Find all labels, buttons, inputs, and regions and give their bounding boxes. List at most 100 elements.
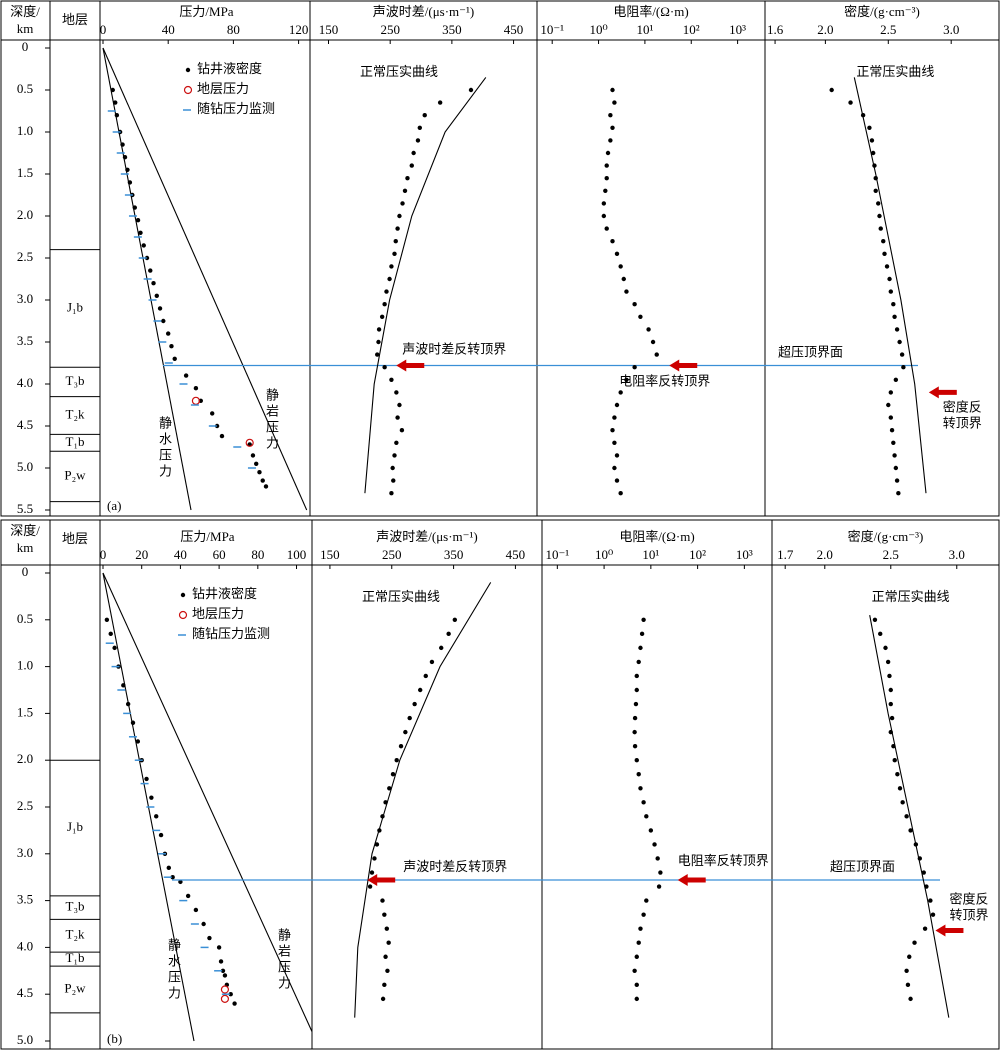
track-title: 电阻率/(Ω·m) — [613, 4, 688, 19]
mud-density-point — [112, 645, 117, 651]
log-point — [375, 352, 380, 357]
log-point — [397, 213, 402, 219]
log-point — [392, 453, 397, 458]
mud-density-point — [127, 180, 133, 185]
log-point — [641, 617, 646, 622]
log-point — [656, 884, 662, 889]
log-point — [383, 954, 388, 959]
mud-density-point — [135, 739, 141, 744]
log-point — [400, 201, 405, 206]
log-point — [639, 631, 645, 637]
x-tick-label: 3.0 — [949, 547, 965, 562]
mud-density-point — [183, 373, 189, 378]
reversal-label: 密度反 — [943, 399, 982, 414]
log-point — [652, 842, 657, 847]
legend-label: 钻井液密度 — [192, 586, 257, 601]
log-point — [612, 465, 617, 471]
log-point — [885, 659, 891, 665]
log-point — [632, 743, 638, 749]
mud-density-point — [120, 142, 125, 147]
log-point — [887, 673, 892, 679]
mud-density-point — [228, 992, 233, 997]
log-point — [618, 491, 623, 496]
overpressure-top-label: 超压顶界面 — [830, 859, 895, 874]
log-point — [655, 856, 660, 861]
y-tick-label: 2.5 — [17, 249, 33, 264]
x-tick-label: 10³ — [729, 22, 746, 37]
log-point — [876, 201, 881, 206]
reversal-arrow — [367, 874, 396, 887]
log-point — [891, 440, 896, 445]
mud-density-point — [220, 968, 226, 973]
log-point — [829, 87, 834, 93]
y-tick-label: 2.0 — [17, 751, 33, 766]
log-point — [415, 138, 421, 143]
panel-label: (a) — [107, 498, 121, 513]
mud-density-point — [122, 155, 128, 160]
log-point — [389, 377, 394, 382]
formation-pressure-point — [220, 994, 230, 1003]
log-point — [387, 276, 392, 282]
legend-label: 钻井液密度 — [197, 61, 262, 76]
log-point — [618, 390, 623, 395]
strata-label: T₃b — [66, 899, 85, 914]
log-point — [634, 982, 639, 988]
depth-axis-title: km — [17, 21, 34, 36]
log-point — [873, 188, 878, 193]
log-point — [638, 314, 643, 319]
reversal-label: 声波时差反转顶界 — [402, 342, 506, 357]
log-point — [632, 968, 637, 973]
log-point — [417, 687, 423, 693]
log-point — [422, 113, 427, 118]
mud-density-point — [135, 218, 141, 223]
log-point — [907, 954, 912, 959]
strata-label: T₂k — [66, 927, 85, 942]
mud-density-point — [250, 453, 256, 458]
log-point — [384, 289, 389, 294]
log-point — [889, 715, 895, 721]
normal-compaction-curve — [869, 614, 950, 1018]
x-tick-label: 450 — [506, 547, 526, 562]
x-tick-label: 80 — [227, 22, 240, 37]
trend-label: 正常压实曲线 — [872, 589, 950, 604]
strata-label: T₁b — [66, 434, 85, 449]
log-point — [452, 617, 458, 622]
log-point — [878, 226, 883, 231]
normal-compaction-curve — [364, 77, 487, 494]
log-point — [387, 786, 392, 791]
x-tick-label: 10³ — [736, 547, 753, 562]
log-point — [601, 213, 607, 219]
y-tick-label: 1.5 — [17, 704, 33, 719]
log-point — [614, 478, 620, 483]
log-point — [877, 213, 882, 219]
strata-label: J₁b — [67, 819, 83, 834]
log-point — [376, 339, 381, 345]
log-point — [601, 201, 607, 206]
log-point — [610, 125, 615, 130]
x-tick-label: 450 — [504, 22, 524, 37]
log-point — [634, 673, 639, 679]
reference-line — [102, 572, 312, 1032]
x-tick-label: 350 — [444, 547, 464, 562]
mud-density-point — [114, 113, 120, 118]
mud-density-point — [130, 720, 136, 725]
log-point — [636, 772, 641, 777]
log-point — [394, 390, 399, 395]
log-point — [641, 800, 646, 805]
log-point — [888, 289, 894, 294]
log-point — [886, 402, 891, 408]
mud-density-point — [218, 959, 224, 964]
log-point — [905, 982, 911, 988]
x-tick-label: 1.7 — [777, 547, 794, 562]
log-point — [468, 87, 474, 93]
mud-density-point — [141, 243, 146, 248]
log-point — [638, 926, 643, 931]
log-point — [379, 314, 385, 319]
log-point — [369, 870, 375, 875]
y-tick-label: 0.5 — [17, 611, 33, 626]
panel-frame — [0, 0, 1000, 517]
log-point — [614, 402, 620, 408]
log-point — [644, 898, 649, 903]
log-point — [405, 176, 410, 181]
